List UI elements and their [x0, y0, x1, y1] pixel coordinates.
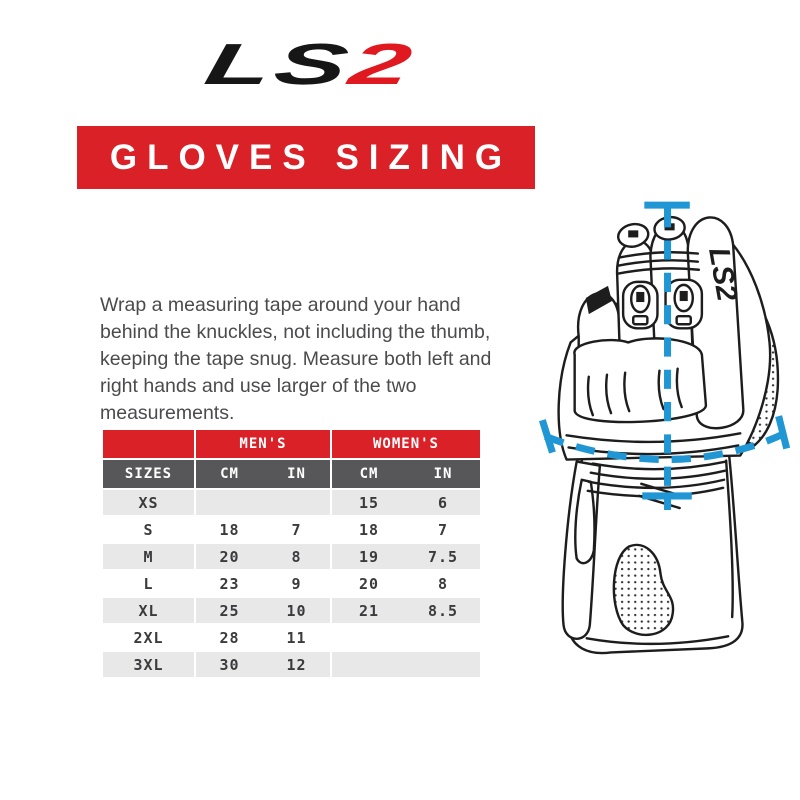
mens-cm-cell — [196, 490, 263, 515]
logo-ls-text: LS — [199, 32, 357, 97]
womens-cm-cell — [332, 652, 406, 677]
column-divider — [194, 460, 196, 488]
perforation-cuff-patch — [612, 543, 675, 637]
size-cell: S — [103, 517, 194, 542]
womens-in-cell: 8 — [406, 571, 480, 596]
table-column-header-row: SIZES CM IN CM IN — [103, 460, 482, 488]
brand-logo: LS2 — [45, 32, 575, 97]
mens-cm-cell: 28 — [196, 625, 263, 650]
column-divider — [330, 517, 332, 542]
size-cell: M — [103, 544, 194, 569]
womens-cm-cell: 18 — [332, 517, 406, 542]
knuckle-pad-insert — [679, 290, 688, 302]
column-header-mens-cm: CM — [196, 460, 263, 488]
womens-cm-cell: 21 — [332, 598, 406, 623]
mens-cm-cell: 18 — [196, 517, 263, 542]
sizing-table: MEN'S WOMEN'S SIZES CM IN CM IN XS 15 6 … — [103, 430, 482, 679]
size-cell: 3XL — [103, 652, 194, 677]
table-group-header-row: MEN'S WOMEN'S — [103, 430, 482, 458]
knuckle-guard-vents — [586, 367, 683, 417]
womens-in-cell — [406, 625, 480, 650]
knuckle-pad-vent — [632, 314, 649, 326]
glove-illustration: LS2 — [528, 193, 796, 713]
column-divider — [330, 571, 332, 596]
cuff-bottom-seam — [585, 635, 730, 646]
table-row-m: M 20 8 19 7.5 — [103, 544, 482, 569]
pinky-accent — [585, 285, 613, 315]
womens-in-cell — [406, 652, 480, 677]
column-divider — [194, 490, 196, 515]
measure-horizontal-right-tick — [775, 415, 791, 450]
measure-horizontal-line — [544, 431, 785, 464]
womens-in-cell: 7.5 — [406, 544, 480, 569]
column-divider — [194, 517, 196, 542]
knuckle-guard — [573, 337, 708, 424]
size-cell: XS — [103, 490, 194, 515]
womens-in-cell: 6 — [406, 490, 480, 515]
measure-horizontal-left-tick — [538, 419, 556, 454]
group-header-blank — [103, 430, 194, 458]
knuckle-pad-vent — [675, 314, 692, 326]
measure-vertical-bottom-cap — [642, 492, 692, 511]
womens-cm-cell — [332, 625, 406, 650]
column-divider — [330, 544, 332, 569]
mens-cm-cell: 20 — [196, 544, 263, 569]
womens-in-cell: 8.5 — [406, 598, 480, 623]
table-row-l: L 23 9 20 8 — [103, 571, 482, 596]
cuff-right-seam — [724, 459, 734, 619]
size-cell: 2XL — [103, 625, 194, 650]
column-divider — [330, 490, 332, 515]
column-divider — [194, 652, 196, 677]
table-row-2xl: 2XL 28 11 — [103, 625, 482, 650]
column-divider — [194, 430, 196, 458]
womens-in-cell: 7 — [406, 517, 480, 542]
size-cell: XL — [103, 598, 194, 623]
womens-cm-cell: 15 — [332, 490, 406, 515]
mens-in-cell: 10 — [263, 598, 330, 623]
glove-svg: LS2 — [538, 201, 791, 655]
column-divider — [330, 460, 332, 488]
group-header-womens: WOMEN'S — [332, 430, 480, 458]
finger-ribbing — [615, 251, 701, 275]
size-cell: L — [103, 571, 194, 596]
table-row-xs: XS 15 6 — [103, 490, 482, 515]
title-banner: GLOVES SIZING — [77, 126, 535, 189]
mens-in-cell: 11 — [263, 625, 330, 650]
column-header-sizes: SIZES — [103, 460, 194, 488]
mens-cm-cell: 30 — [196, 652, 263, 677]
column-divider — [330, 652, 332, 677]
womens-cm-cell: 20 — [332, 571, 406, 596]
column-divider — [330, 430, 332, 458]
table-row-s: S 18 7 18 7 — [103, 517, 482, 542]
column-divider — [194, 571, 196, 596]
column-divider — [194, 544, 196, 569]
mens-cm-cell: 23 — [196, 571, 263, 596]
group-header-mens: MEN'S — [196, 430, 330, 458]
column-divider — [330, 598, 332, 623]
fingertip-pad-insert — [628, 230, 639, 238]
table-row-xl: XL 25 10 21 8.5 — [103, 598, 482, 623]
column-header-womens-in: IN — [406, 460, 480, 488]
column-divider — [194, 598, 196, 623]
column-header-mens-in: IN — [263, 460, 330, 488]
column-divider — [330, 625, 332, 650]
cuff-strap-cutout — [574, 478, 596, 565]
mens-in-cell: 7 — [263, 517, 330, 542]
wrist-elastic-ribbing — [586, 460, 728, 498]
womens-cm-cell: 19 — [332, 544, 406, 569]
measuring-instructions: Wrap a measuring tape around your hand b… — [100, 294, 492, 424]
logo-2-text: 2 — [344, 32, 421, 97]
column-header-womens-cm: CM — [332, 460, 406, 488]
mens-in-cell: 12 — [263, 652, 330, 677]
table-row-3xl: 3XL 30 12 — [103, 652, 482, 677]
column-divider — [194, 625, 196, 650]
mens-in-cell: 8 — [263, 544, 330, 569]
mens-cm-cell: 25 — [196, 598, 263, 623]
mens-in-cell: 9 — [263, 571, 330, 596]
page-title: GLOVES SIZING — [109, 137, 513, 177]
knuckle-pad-insert — [636, 291, 645, 303]
mens-in-cell — [263, 490, 330, 515]
